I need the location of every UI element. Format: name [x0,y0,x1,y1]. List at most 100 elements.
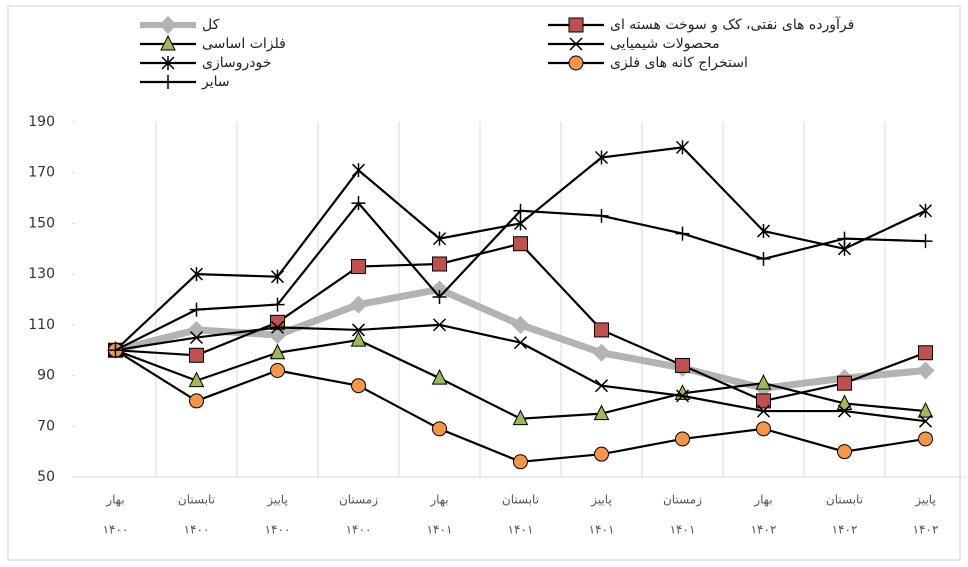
x-tick-label: زمستان [663,493,702,508]
marker [756,421,771,437]
marker [160,34,176,51]
legend-label: فرآورده های نفتی، کک و سوخت هسته ای [610,16,854,33]
legend-label: فلزات اساسی [202,36,286,52]
y-tick-label: 130 [28,266,55,282]
marker [592,343,611,362]
y-tick-label: 110 [28,317,55,333]
legend-label: استخراج کانه های فلزی [610,55,748,71]
x-tick-label: ۱۴۰۲ [913,523,939,537]
x-tick-label: تابستان [502,493,539,507]
marker [918,345,933,361]
marker [189,393,204,409]
marker [351,259,366,275]
x-tick-label: بهار [429,493,448,508]
x-tick-label: ۱۴۰۱ [508,523,534,537]
marker [351,163,366,178]
legend-label: محصولات شیمیایی [610,36,720,52]
marker [675,140,690,155]
x-tick-label: زمستان [339,493,378,508]
marker [916,361,935,380]
legend-label: سایر [201,74,230,90]
y-tick-label: 70 [37,418,55,434]
marker [189,267,204,282]
marker [594,379,609,393]
marker [594,322,609,338]
y-tick-label: 150 [28,215,55,231]
marker [756,224,771,239]
marker [513,336,528,350]
marker [918,414,933,428]
marker [756,404,771,418]
x-tick-label: ۱۴۰۰ [346,523,372,537]
marker [270,363,285,378]
marker [161,75,175,89]
marker [432,231,447,246]
marker [269,343,286,360]
marker [568,55,584,71]
marker [189,347,204,363]
y-tick-label: 50 [37,469,55,485]
marker [918,203,933,218]
marker [594,150,609,165]
marker [270,320,285,334]
marker [268,326,287,344]
x-tick-label: ۱۴۰۰ [103,523,129,537]
marker [270,269,285,284]
marker [837,375,852,391]
marker [430,280,449,299]
marker [270,297,285,312]
x-tick-label: پاییز [914,493,936,508]
marker [513,203,528,218]
marker [512,409,529,426]
x-tick-label: ۱۴۰۱ [427,523,453,537]
marker [513,216,528,231]
x-tick-label: پاییز [266,493,288,508]
x-tick-label: ۱۴۰۲ [751,523,777,537]
x-tick-label: ۱۴۰۰ [184,523,210,537]
x-tick-label: تابستان [178,493,215,507]
marker [513,454,528,470]
marker [270,314,285,330]
marker [837,404,852,418]
legend-label: خودروسازی [202,55,271,71]
marker [161,56,175,70]
x-tick-label: پاییز [590,493,612,508]
marker [188,371,205,388]
marker [349,295,368,314]
y-tick-label: 190 [28,114,55,130]
marker [755,374,772,390]
marker [836,394,853,410]
marker [351,378,366,394]
legend-label: کل [202,17,220,33]
marker [511,315,530,334]
marker [432,256,447,272]
x-tick-label: ۱۴۰۱ [670,523,696,537]
marker [593,404,610,421]
marker [569,37,583,51]
marker [108,343,123,358]
marker [159,16,177,34]
marker [432,421,447,437]
x-tick-label: ۱۴۰۰ [265,523,291,537]
marker [675,357,690,373]
marker [917,401,934,418]
marker [756,251,771,266]
marker [594,208,609,223]
marker [918,431,933,447]
marker [350,330,367,347]
marker [432,318,447,332]
x-tick-label: تابستان [826,493,863,507]
marker [837,231,852,246]
x-tick-label: ۱۴۰۲ [832,523,858,537]
marker [568,17,584,33]
marker [513,236,528,252]
y-tick-label: 170 [28,165,55,181]
marker [918,234,933,249]
marker [675,431,690,447]
marker [756,393,771,409]
marker [351,196,366,211]
marker [189,302,204,317]
marker [187,320,206,339]
marker [675,226,690,241]
